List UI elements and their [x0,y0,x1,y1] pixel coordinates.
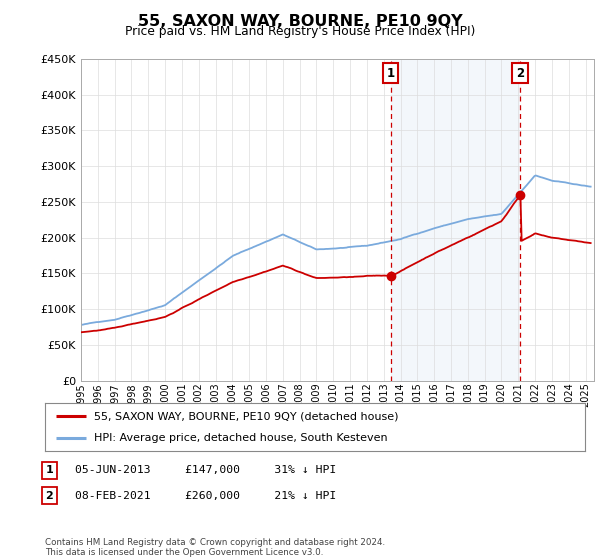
Text: 1: 1 [387,67,395,80]
Text: 05-JUN-2013     £147,000     31% ↓ HPI: 05-JUN-2013 £147,000 31% ↓ HPI [75,465,336,475]
Text: 1: 1 [46,465,53,475]
Text: 2: 2 [516,67,524,80]
Text: Price paid vs. HM Land Registry's House Price Index (HPI): Price paid vs. HM Land Registry's House … [125,25,475,38]
Text: 08-FEB-2021     £260,000     21% ↓ HPI: 08-FEB-2021 £260,000 21% ↓ HPI [75,491,336,501]
Bar [391,59,520,381]
Text: Contains HM Land Registry data © Crown copyright and database right 2024.
This d: Contains HM Land Registry data © Crown c… [45,538,385,557]
Text: 55, SAXON WAY, BOURNE, PE10 9QY (detached house): 55, SAXON WAY, BOURNE, PE10 9QY (detache… [94,411,398,421]
Text: HPI: Average price, detached house, South Kesteven: HPI: Average price, detached house, Sout… [94,433,387,443]
Text: 2: 2 [46,491,53,501]
Text: 55, SAXON WAY, BOURNE, PE10 9QY: 55, SAXON WAY, BOURNE, PE10 9QY [137,14,463,29]
